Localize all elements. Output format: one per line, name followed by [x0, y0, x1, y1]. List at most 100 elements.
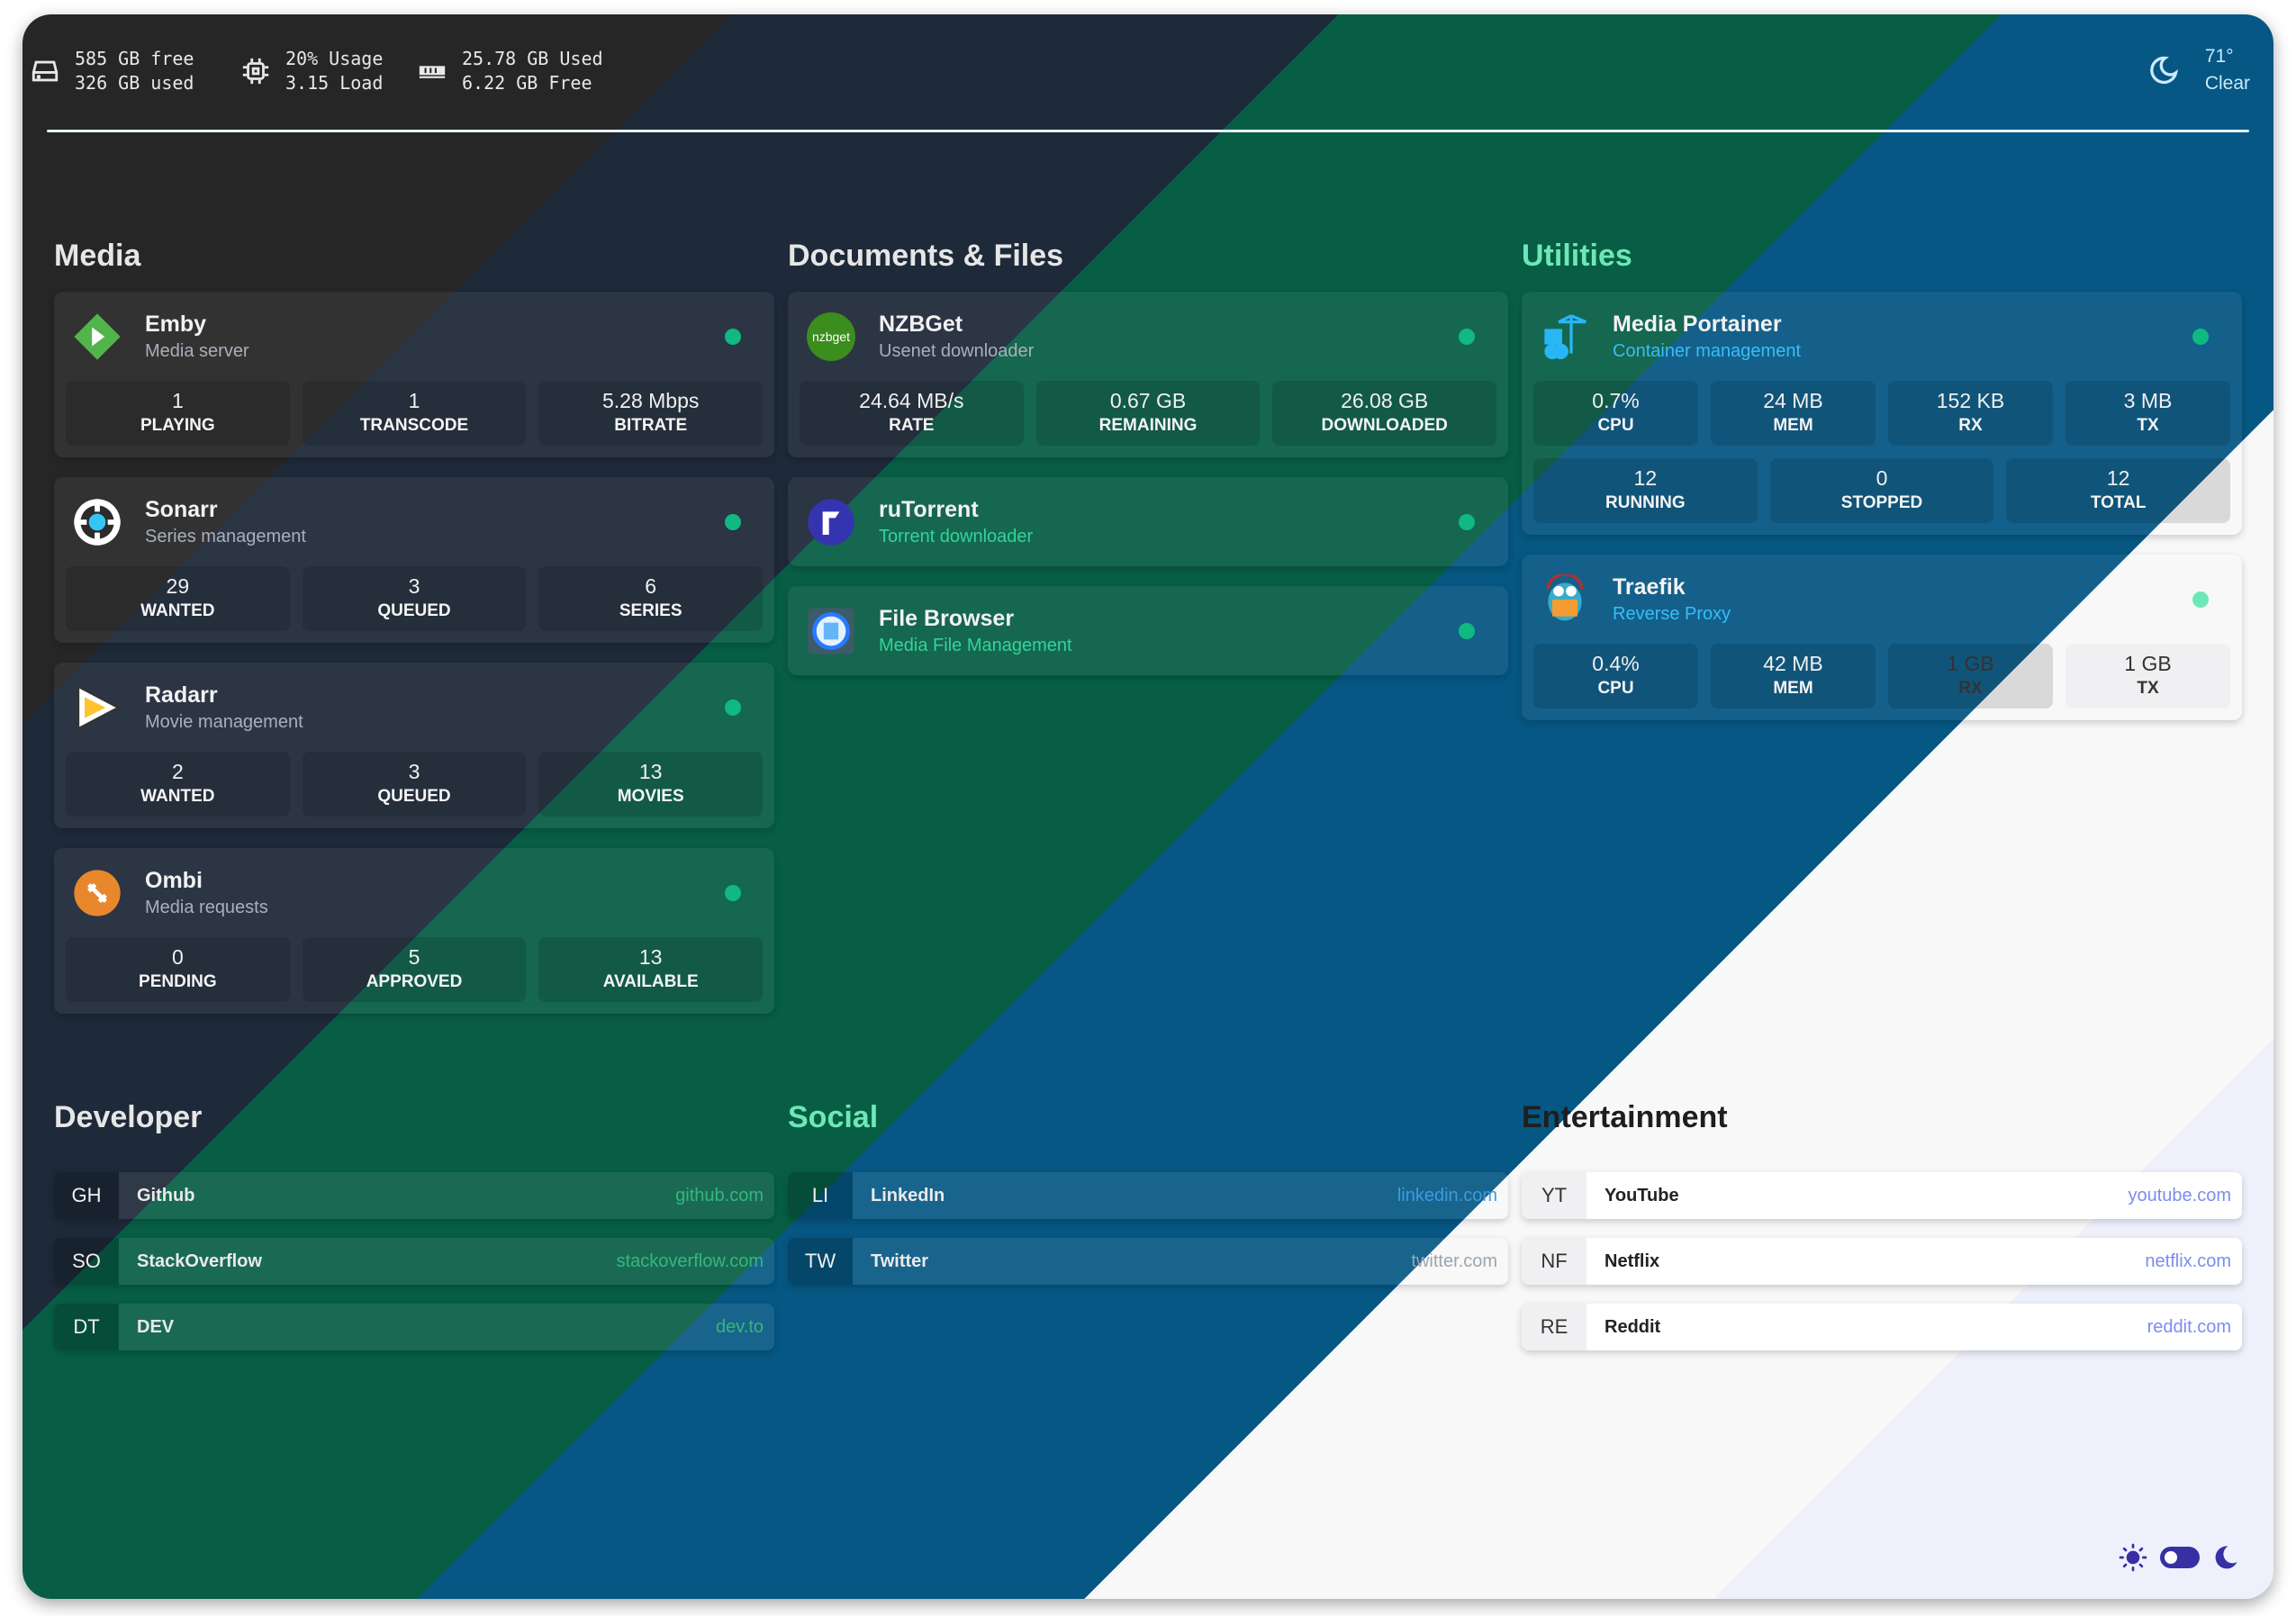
- stat-cpu: 0.4% CPU: [1533, 644, 1698, 709]
- bookmark-name: Github: [137, 1185, 195, 1205]
- section-developer: Developer GH Github github.com SO StackOver…: [54, 1099, 774, 1369]
- weather-widget: 71° Clear: [2147, 43, 2250, 97]
- weather-temp: 71°: [2204, 46, 2234, 67]
- section-title: Utilities: [1522, 239, 1632, 273]
- service-card-nzbget[interactable]: nzbget NZBGet Usenet downloader 24.64 MB/…: [788, 292, 1508, 457]
- bookmark-abbr: TW: [788, 1238, 853, 1285]
- bookmark-url[interactable]: netflix.com: [2145, 1250, 2231, 1271]
- rutorrent-logo-icon: [805, 496, 857, 548]
- stat-mem: 24 MB MEM: [1711, 381, 1876, 446]
- bookmark-url[interactable]: dev.to: [716, 1316, 764, 1337]
- section-utilities: Utilities Media Portainer Container manag…: [1522, 238, 2242, 740]
- sun-icon[interactable]: [2119, 1543, 2147, 1572]
- service-card-sonarr[interactable]: Sonarr Series management 29 WANTED 3 QUEUED…: [54, 477, 774, 643]
- service-name: Traefik: [1613, 573, 1686, 600]
- section-social: Social LI LinkedIn linkedin.com TW Twitter t…: [788, 1099, 1508, 1304]
- ombi-logo-icon: [71, 867, 123, 919]
- bookmark-url[interactable]: stackoverflow.com: [616, 1250, 764, 1271]
- section-entertainment: Entertainment YT YouTube youtube.com NF Net…: [1522, 1099, 2242, 1369]
- bookmark-twitter[interactable]: TW Twitter twitter.com: [788, 1238, 1508, 1285]
- stat-tx: 1 GB TX: [2065, 644, 2230, 709]
- stat-series: 6 SERIES: [538, 566, 764, 631]
- disk-used: 326 GB used: [75, 72, 194, 94]
- cpu-widget: 20% Usage 3.15 Load: [240, 47, 383, 95]
- status-indicator: [725, 514, 741, 530]
- service-card-emby[interactable]: Emby Media server 1 PLAYING 1 TRANSCODE 5.2…: [54, 292, 774, 457]
- service-card-portainer[interactable]: Media Portainer Container management 0.7%…: [1522, 292, 2242, 535]
- bookmark-reddit[interactable]: RE Reddit reddit.com: [1522, 1304, 2242, 1350]
- bookmark-abbr: YT: [1522, 1172, 1586, 1219]
- service-name: ruTorrent: [879, 496, 979, 522]
- section-documents: Documents & Files nzbget NZBGet Usenet do…: [788, 238, 1508, 695]
- stat-approved: 5 APPROVED: [302, 937, 527, 1002]
- section-title: Developer: [54, 1100, 203, 1134]
- theme-switcher: [2119, 1543, 2239, 1572]
- bookmark-url[interactable]: youtube.com: [2128, 1185, 2231, 1205]
- bookmark-netflix[interactable]: NF Netflix netflix.com: [1522, 1238, 2242, 1285]
- status-indicator: [2192, 591, 2209, 608]
- service-desc: Series management: [145, 526, 306, 546]
- bookmark-abbr: NF: [1522, 1238, 1586, 1285]
- bookmark-abbr: GH: [54, 1172, 119, 1219]
- bookmark-linkedin[interactable]: LI LinkedIn linkedin.com: [788, 1172, 1508, 1219]
- stat-wanted: 29 WANTED: [66, 566, 290, 631]
- stat-downloaded: 26.08 GB DOWNLOADED: [1272, 381, 1497, 446]
- bookmark-name: YouTube: [1604, 1185, 1679, 1205]
- stat-running: 12 RUNNING: [1533, 458, 1758, 523]
- nzbget-logo-icon: nzbget: [805, 311, 857, 363]
- stat-queued: 3 QUEUED: [302, 752, 527, 817]
- status-indicator: [1459, 514, 1475, 530]
- cpu-load: 3.15 Load: [285, 72, 384, 94]
- section-title: Documents & Files: [788, 239, 1064, 273]
- bookmark-name: Netflix: [1604, 1250, 1660, 1271]
- memory-used: 25.78 GB Used: [462, 48, 603, 69]
- radarr-logo-icon: [71, 682, 123, 734]
- bookmark-url[interactable]: linkedin.com: [1397, 1185, 1497, 1205]
- section-title: Media: [54, 239, 141, 273]
- stat-remaining: 0.67 GB REMAINING: [1035, 381, 1261, 446]
- bookmark-url[interactable]: twitter.com: [1411, 1250, 1497, 1271]
- service-name: Ombi: [145, 867, 203, 893]
- stat-tx: 3 MB TX: [2065, 381, 2230, 446]
- service-card-traefik[interactable]: Traefik Reverse Proxy 0.4% CPU 42 MB MEM 1 …: [1522, 555, 2242, 720]
- bookmark-name: DEV: [137, 1316, 175, 1337]
- header: 585 GB free 326 GB used 20% Usage 3.15 Loa…: [23, 14, 2273, 140]
- hard-drive-icon: [32, 60, 59, 82]
- bookmark-abbr: RE: [1522, 1304, 1586, 1350]
- cpu-usage: 20% Usage: [285, 48, 384, 69]
- status-indicator: [725, 885, 741, 901]
- sonarr-logo-icon: [71, 496, 123, 548]
- bookmark-stackoverflow[interactable]: SO StackOverflow stackoverflow.com: [54, 1238, 774, 1285]
- service-card-ombi[interactable]: Ombi Media requests 0 PENDING 5 APPROVED 13…: [54, 848, 774, 1014]
- service-name: Emby: [145, 311, 207, 337]
- stat-bitrate: 5.28 Mbps BITRATE: [538, 381, 764, 446]
- stat-rate: 24.64 MB/s RATE: [800, 381, 1024, 446]
- weather-condition: Clear: [2204, 73, 2250, 94]
- service-name: File Browser: [879, 605, 1015, 631]
- bookmark-url[interactable]: github.com: [675, 1185, 764, 1205]
- stat-mem: 42 MB MEM: [1711, 644, 1876, 709]
- moon-icon[interactable]: [2212, 1544, 2239, 1571]
- bookmark-name: Twitter: [871, 1250, 929, 1271]
- stat-cpu: 0.7% CPU: [1533, 381, 1698, 446]
- bookmark-url[interactable]: reddit.com: [2147, 1316, 2231, 1337]
- dashboard: 585 GB free 326 GB used 20% Usage 3.15 Loa…: [23, 14, 2273, 1599]
- stat-available: 13 AVAILABLE: [538, 937, 764, 1002]
- bookmark-github[interactable]: GH Github github.com: [54, 1172, 774, 1219]
- service-desc: Reverse Proxy: [1613, 603, 1731, 624]
- stat-pending: 0 PENDING: [66, 937, 290, 1002]
- service-card-file-browser[interactable]: File Browser Media File Management: [788, 586, 1508, 675]
- section-title: Entertainment: [1522, 1100, 1728, 1134]
- status-indicator: [1459, 623, 1475, 639]
- bookmark-dev[interactable]: DT DEV dev.to: [54, 1304, 774, 1350]
- status-indicator: [1459, 329, 1475, 345]
- stat-transcode: 1 TRANSCODE: [302, 381, 527, 446]
- bookmark-abbr: SO: [54, 1238, 119, 1285]
- disk-free: 585 GB free: [75, 48, 194, 69]
- bookmark-youtube[interactable]: YT YouTube youtube.com: [1522, 1172, 2242, 1219]
- cpu-icon: [242, 58, 269, 85]
- service-card-rutorrent[interactable]: ruTorrent Torrent downloader: [788, 477, 1508, 566]
- theme-toggle[interactable]: [2160, 1547, 2200, 1568]
- service-card-radarr[interactable]: Radarr Movie management 2 WANTED 3 QUEUED 1…: [54, 663, 774, 828]
- status-indicator: [725, 700, 741, 716]
